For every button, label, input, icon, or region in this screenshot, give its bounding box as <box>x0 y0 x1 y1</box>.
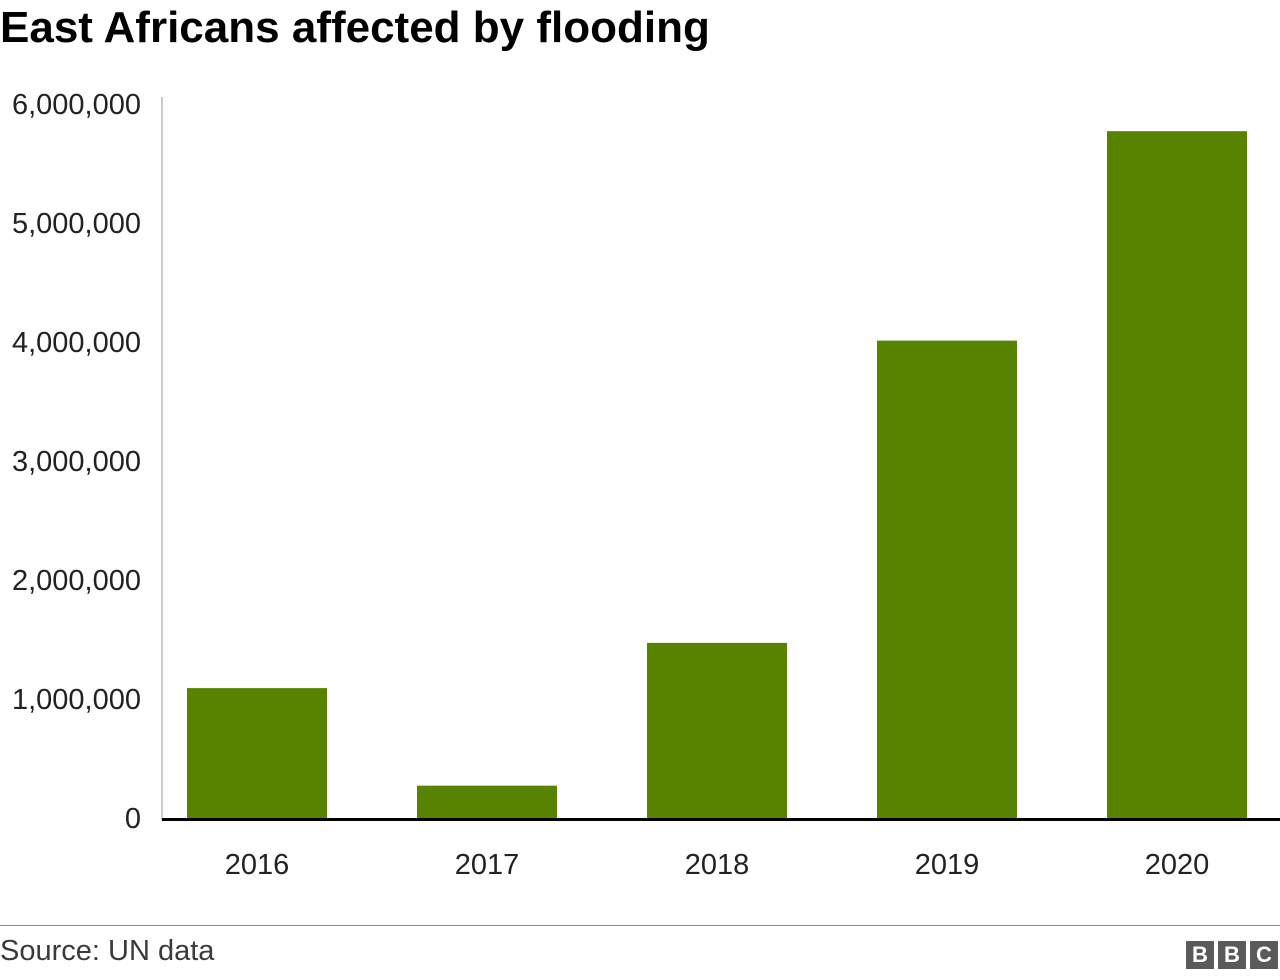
bbc-logo: B B C <box>1186 941 1278 969</box>
y-tick-label: 1,000,000 <box>12 684 141 716</box>
x-tick-label: 2019 <box>915 849 980 881</box>
y-axis-ticks: 0 1,000,000 2,000,000 3,000,000 4,000,000 5,0… <box>12 89 141 835</box>
y-tick-label: 3,000,000 <box>12 446 141 478</box>
y-tick-label: 6,000,000 <box>12 89 141 121</box>
y-tick-label: 5,000,000 <box>12 208 141 240</box>
bar-2016 <box>187 688 327 819</box>
x-tick-label: 2017 <box>455 849 520 881</box>
bar-2017 <box>417 785 557 819</box>
logo-letter: B <box>1186 941 1214 969</box>
footer-divider <box>0 925 1280 926</box>
bar-2020 <box>1107 131 1247 819</box>
bar-chart: 0 1,000,000 2,000,000 3,000,000 4,000,000 5,0… <box>12 89 1280 881</box>
y-tick-label: 4,000,000 <box>12 327 141 359</box>
chart-title: East Africans affected by flooding <box>0 3 710 52</box>
x-axis-ticks: 2016 2017 2018 2019 2020 <box>225 849 1210 881</box>
logo-letter: B <box>1218 941 1246 969</box>
bar-2018 <box>647 642 787 819</box>
source-note: Source: UN data <box>0 935 215 967</box>
x-tick-label: 2020 <box>1145 849 1210 881</box>
bars <box>187 131 1247 819</box>
y-tick-label: 0 <box>125 803 141 835</box>
bar-2019 <box>877 340 1017 819</box>
x-tick-label: 2016 <box>225 849 290 881</box>
x-tick-label: 2018 <box>685 849 750 881</box>
logo-letter: C <box>1250 941 1278 969</box>
y-tick-label: 2,000,000 <box>12 565 141 597</box>
